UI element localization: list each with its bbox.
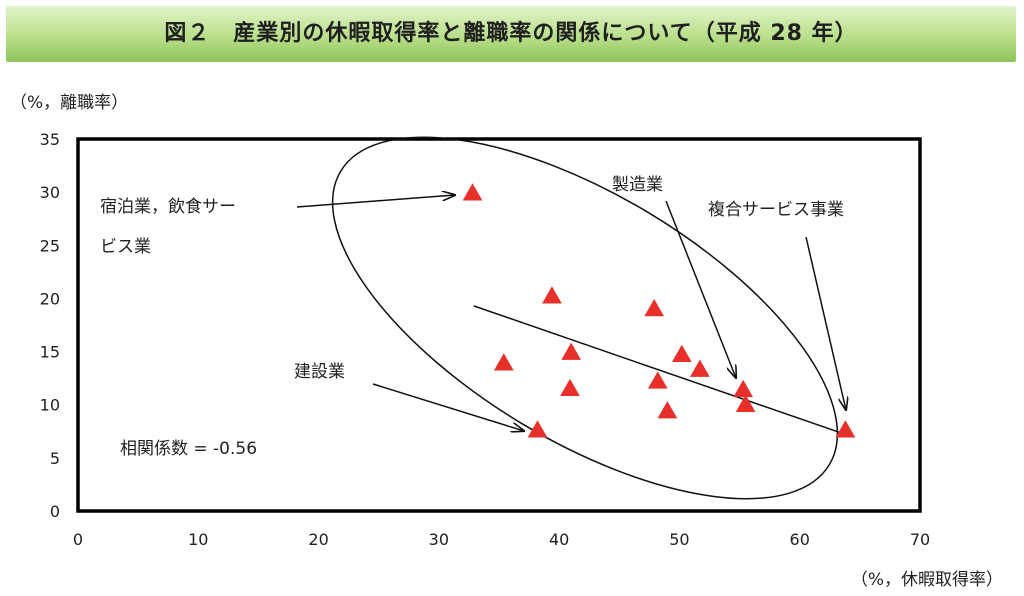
annotation-arrow-compound [805, 236, 846, 410]
x-tick-label: 50 [669, 530, 689, 549]
x-tick-label: 10 [188, 530, 208, 549]
cluster-ellipse [331, 136, 839, 500]
plot-frame [76, 137, 922, 513]
correlation-label: 相関係数 = -0.56 [120, 439, 257, 459]
y-tick-labels: 0 5 10 15 20 25 30 35 [40, 130, 60, 521]
x-tick-label: 30 [429, 530, 449, 549]
annotation-label-lodging: 宿泊業，飲食サー [100, 197, 236, 217]
x-tick-label: 0 [73, 530, 83, 549]
data-point [542, 286, 562, 304]
data-point [644, 299, 665, 317]
data-point [560, 378, 580, 397]
data-point [690, 359, 710, 377]
data-point [835, 420, 856, 438]
data-point [493, 353, 514, 371]
y-tick-label: 10 [40, 396, 60, 415]
annotation-arrow-manufacturing [665, 200, 736, 378]
data-point [671, 344, 692, 363]
data-point [462, 183, 483, 201]
x-tick-label: 20 [308, 530, 328, 549]
y-axis-label: （%，離職率） [10, 93, 128, 113]
annotation-label-compound: 複合サービス事業 [708, 200, 844, 220]
y-tick-label: 5 [50, 449, 60, 468]
x-tick-label: 70 [910, 530, 930, 549]
annotation-label-construction: 建設業 [294, 362, 345, 382]
x-tick-labels: 0 10 20 30 40 50 60 70 [73, 530, 930, 549]
y-tick-label: 20 [40, 289, 60, 308]
annotation-arrow-lodging [296, 195, 455, 208]
y-tick-label: 25 [40, 236, 60, 255]
data-point [561, 342, 582, 360]
x-tick-label: 60 [790, 530, 810, 549]
data-point [527, 420, 548, 438]
data-points [462, 183, 856, 438]
x-tick-label: 40 [549, 530, 569, 549]
y-tick-label: 35 [40, 130, 60, 149]
annotation-arrow-construction [372, 383, 524, 431]
title-banner: 図２ 産業別の休暇取得率と離職率の関係について（平成 28 年） [6, 6, 1016, 62]
chart-title: 図２ 産業別の休暇取得率と離職率の関係について（平成 28 年） [164, 21, 858, 46]
data-point [733, 379, 754, 398]
x-axis-label: （%，休暇取得率） [851, 570, 1003, 590]
y-tick-label: 15 [40, 343, 60, 362]
annotation-label-lodging: ビス業 [100, 237, 151, 257]
data-point [657, 401, 678, 419]
data-point [647, 371, 668, 389]
y-tick-label: 30 [40, 183, 60, 202]
data-point [735, 394, 756, 412]
trend-line [473, 305, 840, 434]
annotation-label-manufacturing: 製造業 [612, 175, 663, 195]
y-tick-label: 0 [50, 502, 60, 521]
